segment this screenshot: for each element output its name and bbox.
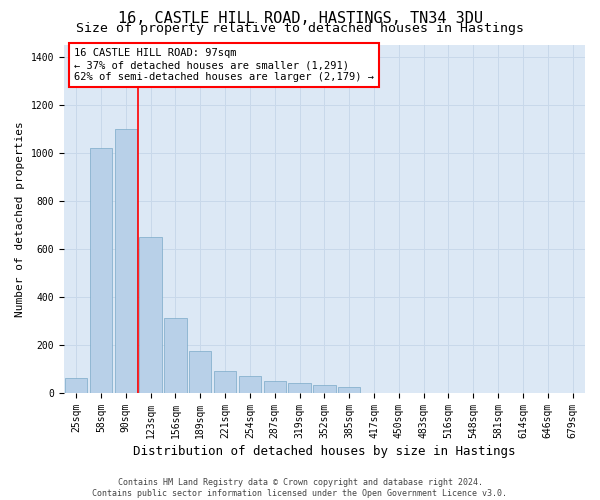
Bar <box>214 371 236 392</box>
Text: 16, CASTLE HILL ROAD, HASTINGS, TN34 3DU: 16, CASTLE HILL ROAD, HASTINGS, TN34 3DU <box>118 11 482 26</box>
Bar <box>139 237 162 392</box>
Bar <box>289 383 311 392</box>
X-axis label: Distribution of detached houses by size in Hastings: Distribution of detached houses by size … <box>133 444 515 458</box>
Bar <box>313 386 335 392</box>
Bar <box>90 148 112 392</box>
Text: Size of property relative to detached houses in Hastings: Size of property relative to detached ho… <box>76 22 524 35</box>
Bar <box>239 376 261 392</box>
Bar <box>115 129 137 392</box>
Bar <box>189 350 211 393</box>
Bar <box>263 380 286 392</box>
Text: 16 CASTLE HILL ROAD: 97sqm
← 37% of detached houses are smaller (1,291)
62% of s: 16 CASTLE HILL ROAD: 97sqm ← 37% of deta… <box>74 48 374 82</box>
Bar <box>65 378 88 392</box>
Bar <box>338 386 361 392</box>
Y-axis label: Number of detached properties: Number of detached properties <box>15 121 25 316</box>
Bar <box>164 318 187 392</box>
Text: Contains HM Land Registry data © Crown copyright and database right 2024.
Contai: Contains HM Land Registry data © Crown c… <box>92 478 508 498</box>
